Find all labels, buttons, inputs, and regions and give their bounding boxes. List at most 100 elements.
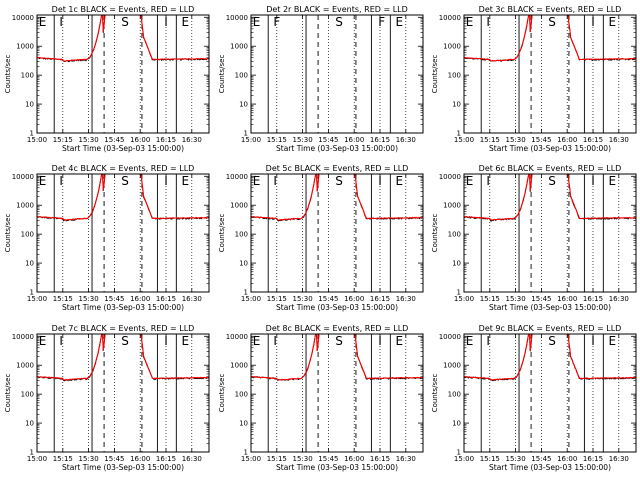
y-tick-label: 1000 — [16, 362, 34, 370]
interval-marker-label: S — [548, 174, 556, 188]
x-tick-label: 15:15 — [480, 136, 500, 144]
interval-marker-label: F — [378, 15, 385, 29]
x-tick-label: 16:00 — [344, 295, 364, 303]
interval-marker-label: I — [591, 334, 595, 348]
x-tick-label: 15:30 — [293, 295, 313, 303]
series-group — [37, 174, 209, 222]
panel-frame — [463, 14, 637, 134]
x-tick-label: 15:15 — [480, 295, 500, 303]
y-tick-label: 100 — [448, 72, 461, 80]
interval-marker-label: I — [164, 334, 168, 348]
y-tick-label: 100 — [448, 231, 461, 239]
x-tick-label: 16:30 — [609, 455, 629, 463]
x-axis-label: Start Time (03-Sep-03 15:00:00) — [489, 303, 611, 312]
interval-marker-label: S — [335, 15, 343, 29]
x-tick-label: 16:15 — [156, 455, 176, 463]
x-tick-label: 15:00 — [241, 455, 261, 463]
y-tick-label: 10 — [452, 101, 461, 109]
y-axis-label: Counts/sec — [4, 55, 12, 94]
interval-marker-label: I — [486, 15, 490, 29]
interval-marker-label: I — [164, 174, 168, 188]
x-tick-label: 16:15 — [583, 136, 603, 144]
x-tick-label: 15:45 — [104, 455, 124, 463]
y-tick-label: 1000 — [230, 202, 248, 210]
x-tick-label: 16:00 — [130, 136, 150, 144]
y-axis-label: Counts/sec — [4, 374, 12, 413]
interval-marker-label: I — [59, 174, 63, 188]
series-group — [251, 334, 423, 382]
x-tick-label: 15:15 — [53, 136, 73, 144]
y-tick-label: 1000 — [16, 202, 34, 210]
x-tick-label: 16:00 — [130, 295, 150, 303]
y-tick-label: 1000 — [16, 43, 34, 51]
y-tick-label: 10 — [452, 420, 461, 428]
x-tick-label: 15:00 — [454, 455, 474, 463]
y-tick-label: 100 — [21, 391, 34, 399]
series-group — [37, 15, 209, 63]
series-group — [464, 15, 636, 63]
interval-marker-label: S — [121, 15, 129, 29]
lld-series-line — [464, 334, 636, 381]
interval-marker-label: E — [39, 174, 47, 188]
x-tick-label: 16:30 — [396, 136, 416, 144]
y-axis-label: Counts/sec — [218, 374, 226, 413]
y-axis-label: Counts/sec — [218, 214, 226, 253]
x-tick-label: 15:30 — [506, 295, 526, 303]
panel-frame — [463, 173, 637, 293]
x-tick-label: 15:30 — [506, 455, 526, 463]
interval-marker-label: E — [608, 15, 616, 29]
interval-marker-label: I — [59, 334, 63, 348]
y-tick-label: 1000 — [443, 43, 461, 51]
x-tick-label: 15:00 — [241, 295, 261, 303]
x-tick-label: 16:15 — [583, 455, 603, 463]
panel-title: Det 1c BLACK = Events, RED = LLD — [52, 5, 195, 14]
interval-marker-label: E — [395, 15, 403, 29]
y-tick-label: 10000 — [12, 14, 34, 22]
y-axis-label: Counts/sec — [218, 55, 226, 94]
interval-marker-label: E — [253, 15, 261, 29]
y-tick-label: 1 — [30, 289, 34, 297]
x-tick-label: 16:00 — [344, 455, 364, 463]
lld-series-line — [251, 174, 423, 221]
interval-marker-label: I — [378, 334, 382, 348]
y-tick-label: 100 — [235, 231, 248, 239]
lld-series-line — [37, 174, 209, 221]
x-tick-label: 16:30 — [182, 295, 202, 303]
y-tick-label: 100 — [21, 72, 34, 80]
panel-title: Det 3c BLACK = Events, RED = LLD — [479, 5, 622, 14]
x-tick-label: 15:00 — [27, 295, 47, 303]
x-axis-label: Start Time (03-Sep-03 15:00:00) — [62, 303, 184, 312]
lld-series-line — [37, 15, 209, 62]
lld-series-line — [37, 334, 209, 381]
x-tick-label: 16:15 — [156, 295, 176, 303]
x-tick-label: 16:30 — [396, 455, 416, 463]
interval-marker-label: E — [39, 15, 47, 29]
x-tick-label: 16:15 — [156, 136, 176, 144]
y-tick-label: 1 — [30, 449, 34, 457]
x-tick-label: 16:00 — [557, 136, 577, 144]
interval-marker-label: I — [164, 15, 168, 29]
y-tick-label: 10000 — [439, 333, 461, 341]
y-tick-label: 1 — [244, 449, 248, 457]
panel-frame — [36, 333, 210, 453]
x-tick-label: 15:15 — [267, 295, 287, 303]
y-tick-label: 10000 — [226, 173, 248, 181]
x-tick-label: 15:45 — [531, 295, 551, 303]
x-tick-label: 16:30 — [609, 136, 629, 144]
panel-frame — [250, 173, 424, 293]
y-tick-label: 1000 — [230, 43, 248, 51]
y-tick-label: 10000 — [439, 173, 461, 181]
x-tick-label: 15:45 — [531, 455, 551, 463]
x-tick-label: 15:00 — [27, 136, 47, 144]
x-tick-label: 15:15 — [53, 455, 73, 463]
y-tick-label: 1000 — [443, 202, 461, 210]
x-tick-label: 15:15 — [267, 136, 287, 144]
y-tick-label: 1 — [457, 449, 461, 457]
x-tick-label: 16:15 — [583, 295, 603, 303]
x-tick-label: 16:15 — [370, 455, 390, 463]
interval-marker-label: I — [273, 174, 277, 188]
interval-marker-label: I — [59, 15, 63, 29]
panel-frame — [250, 333, 424, 453]
lld-series-line — [464, 15, 636, 62]
